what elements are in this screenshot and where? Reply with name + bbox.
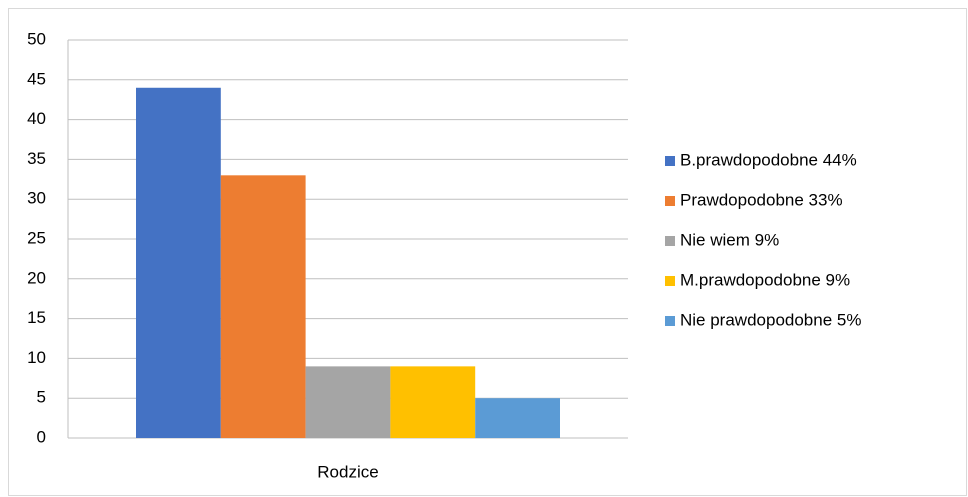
bar: [305, 366, 391, 438]
x-tick-label: Rodzice: [317, 462, 378, 481]
y-tick-label: 50: [27, 29, 46, 48]
bar: [475, 398, 560, 438]
legend-label: Nie wiem 9%: [680, 230, 779, 249]
legend-label: Prawdopodobne 33%: [680, 190, 843, 209]
y-tick-label: 25: [27, 228, 46, 247]
y-tick-label: 0: [37, 427, 46, 446]
y-tick-label: 10: [27, 348, 46, 367]
y-tick-label: 35: [27, 149, 46, 168]
y-tick-label: 45: [27, 69, 46, 88]
legend-label: B.prawdopodobne 44%: [680, 150, 857, 169]
y-tick-label: 20: [27, 268, 46, 287]
legend-swatch: [665, 236, 675, 246]
y-tick-label: 15: [27, 308, 46, 327]
legend-label: Nie prawdopodobne 5%: [680, 310, 861, 329]
legend-swatch: [665, 156, 675, 166]
bar: [390, 366, 476, 438]
legend-label: M.prawdopodobne 9%: [680, 270, 850, 289]
y-tick-label: 40: [27, 109, 46, 128]
legend-swatch: [665, 196, 675, 206]
y-tick-label: 30: [27, 189, 46, 208]
legend-swatch: [665, 276, 675, 286]
bar: [136, 87, 221, 438]
y-tick-label: 5: [37, 388, 46, 407]
bar: [220, 175, 306, 438]
legend-swatch: [665, 316, 675, 326]
